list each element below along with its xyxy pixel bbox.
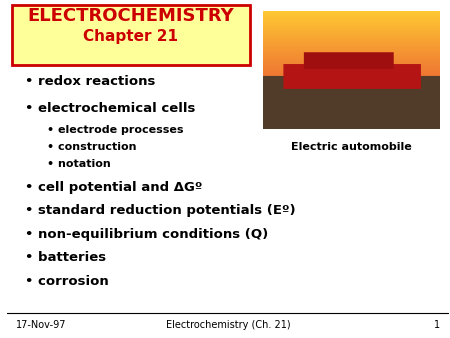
Text: • non-equilibrium conditions (Q): • non-equilibrium conditions (Q) — [25, 228, 268, 241]
Text: • redox reactions: • redox reactions — [25, 75, 155, 88]
Text: • corrosion: • corrosion — [25, 275, 108, 288]
Text: 17-Nov-97: 17-Nov-97 — [16, 320, 67, 330]
Text: Electric automobile: Electric automobile — [291, 142, 412, 152]
Text: ELECTROCHEMISTRY: ELECTROCHEMISTRY — [27, 7, 234, 25]
FancyBboxPatch shape — [12, 5, 250, 65]
Text: Electrochemistry (Ch. 21): Electrochemistry (Ch. 21) — [166, 320, 290, 330]
Text: • cell potential and ΔGº: • cell potential and ΔGº — [25, 181, 202, 194]
Text: • batteries: • batteries — [25, 251, 106, 264]
Text: 1: 1 — [434, 320, 440, 330]
Text: • standard reduction potentials (Eº): • standard reduction potentials (Eº) — [25, 204, 295, 217]
Text: • electrode processes: • electrode processes — [47, 125, 183, 136]
Text: Chapter 21: Chapter 21 — [83, 29, 178, 44]
Text: • notation: • notation — [47, 159, 111, 169]
Text: • construction: • construction — [47, 142, 136, 152]
Text: • electrochemical cells: • electrochemical cells — [25, 102, 195, 115]
